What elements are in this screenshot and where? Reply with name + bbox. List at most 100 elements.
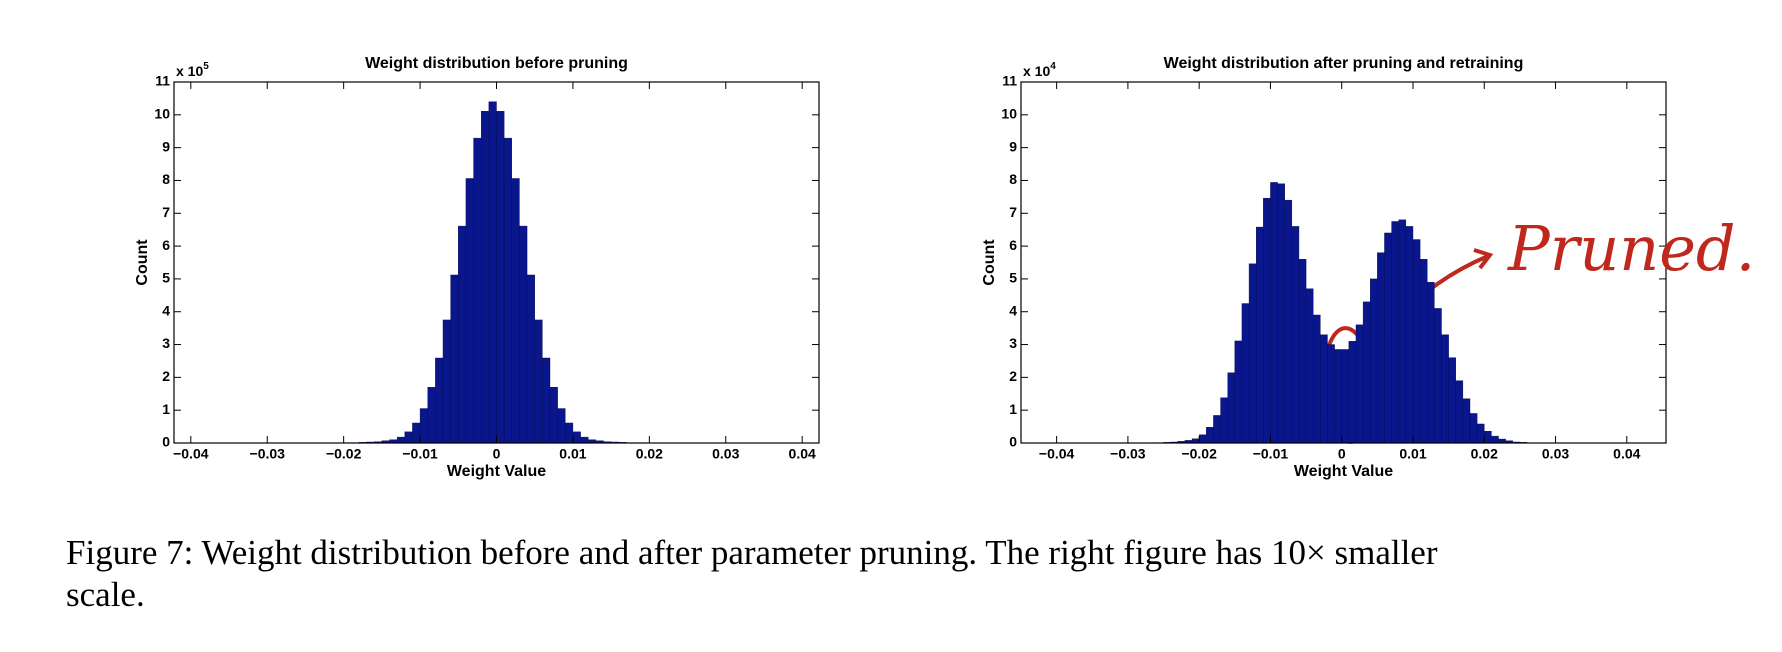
bar <box>1448 357 1456 444</box>
y-multiplier: x 105 <box>176 61 209 79</box>
y-tick-label: 2 <box>162 368 170 384</box>
hand-arrowhead <box>1473 248 1494 270</box>
bar <box>557 408 566 444</box>
y-tick-label: 10 <box>154 106 170 122</box>
x-tick-label: −0.01 <box>402 446 438 462</box>
bar <box>1220 397 1228 444</box>
y-tick-label: 7 <box>162 204 170 220</box>
bar <box>1362 301 1371 444</box>
y-multiplier-base: x 10 <box>176 63 203 79</box>
x-tick-label: 0.03 <box>1542 446 1569 462</box>
x-tick-label: −0.04 <box>1039 446 1075 462</box>
bar <box>1341 349 1350 444</box>
bar <box>1270 182 1278 444</box>
bar <box>1213 415 1221 444</box>
bar <box>419 408 428 444</box>
annotation: Pruned. <box>1507 212 1755 285</box>
bar <box>511 178 520 444</box>
bar <box>1248 263 1257 444</box>
x-tick-label: 0.01 <box>559 446 586 462</box>
x-tick-label: 0.02 <box>1471 446 1498 462</box>
y-tick-label: 4 <box>162 302 170 318</box>
y-tick-label: 8 <box>1009 171 1017 187</box>
bar <box>458 225 467 444</box>
bar <box>1241 303 1250 444</box>
bar <box>1462 398 1471 444</box>
y-tick-label: 11 <box>155 73 170 89</box>
bar <box>1412 239 1421 444</box>
y-tick-label: 5 <box>1009 270 1017 286</box>
bar <box>1391 221 1399 444</box>
bar <box>442 319 451 444</box>
bar <box>1348 341 1357 444</box>
y-tick-label: 10 <box>1001 106 1017 122</box>
bar <box>404 431 413 444</box>
x-tick-label: −0.03 <box>250 446 286 462</box>
bar <box>580 436 589 444</box>
bar <box>1313 314 1321 444</box>
x-tick-label: 0.01 <box>1399 446 1426 462</box>
x-axis-label: Weight Value <box>1294 463 1393 480</box>
bar <box>1455 380 1464 444</box>
bar <box>1198 434 1207 444</box>
bar <box>1377 252 1385 444</box>
bar <box>526 274 535 444</box>
bar <box>427 387 436 444</box>
y-tick-label: 4 <box>1009 302 1017 318</box>
bar <box>572 431 581 444</box>
y-axis-label: Count <box>134 239 151 286</box>
bar <box>1491 435 1499 444</box>
bar <box>1484 430 1492 444</box>
bar <box>412 422 421 444</box>
bar <box>1419 259 1428 444</box>
y-tick-label: 9 <box>1009 138 1017 154</box>
bar <box>1291 226 1300 444</box>
bar <box>519 225 528 444</box>
bar <box>1277 183 1285 444</box>
bar <box>465 178 474 444</box>
x-tick-label: 0.02 <box>636 446 663 462</box>
bar <box>481 111 490 444</box>
y-tick-label: 5 <box>162 270 170 286</box>
bar <box>1384 232 1392 444</box>
bar <box>542 357 551 444</box>
bar <box>549 387 558 444</box>
bar <box>1434 308 1442 444</box>
bar <box>1355 324 1364 444</box>
x-tick-label: 0 <box>493 446 501 462</box>
x-tick-label: 0 <box>1338 446 1346 462</box>
bar <box>503 137 512 444</box>
bar <box>1305 288 1314 444</box>
x-axis-label: Weight Value <box>447 463 546 480</box>
bar <box>1206 427 1214 444</box>
y-tick-label: 0 <box>1009 434 1017 450</box>
y-multiplier-exponent: 5 <box>203 61 209 72</box>
x-tick-label: −0.04 <box>173 446 209 462</box>
bar <box>450 274 459 444</box>
y-tick-label: 3 <box>1009 335 1017 351</box>
y-multiplier: x 104 <box>1023 61 1056 79</box>
chart-title: Weight distribution before pruning <box>365 55 628 72</box>
caption-line: scale. <box>66 575 145 614</box>
y-axis-label: Count <box>981 239 998 286</box>
bar <box>1370 278 1378 444</box>
bar <box>534 319 543 444</box>
bar <box>1255 226 1264 444</box>
bar <box>1284 199 1293 444</box>
bar <box>1405 226 1414 444</box>
bar <box>473 137 482 444</box>
x-tick-label: 0.04 <box>1613 446 1640 462</box>
bar <box>1327 344 1335 444</box>
y-tick-label: 9 <box>162 138 170 154</box>
bar <box>1398 219 1407 444</box>
y-tick-label: 1 <box>1009 401 1017 417</box>
x-tick-label: −0.02 <box>326 446 362 462</box>
y-multiplier-base: x 10 <box>1023 63 1050 79</box>
bar <box>1334 349 1342 444</box>
bar <box>396 436 405 444</box>
y-tick-label: 1 <box>162 401 170 417</box>
bar <box>496 111 505 444</box>
bar <box>1263 197 1271 444</box>
x-tick-label: −0.01 <box>1253 446 1289 462</box>
